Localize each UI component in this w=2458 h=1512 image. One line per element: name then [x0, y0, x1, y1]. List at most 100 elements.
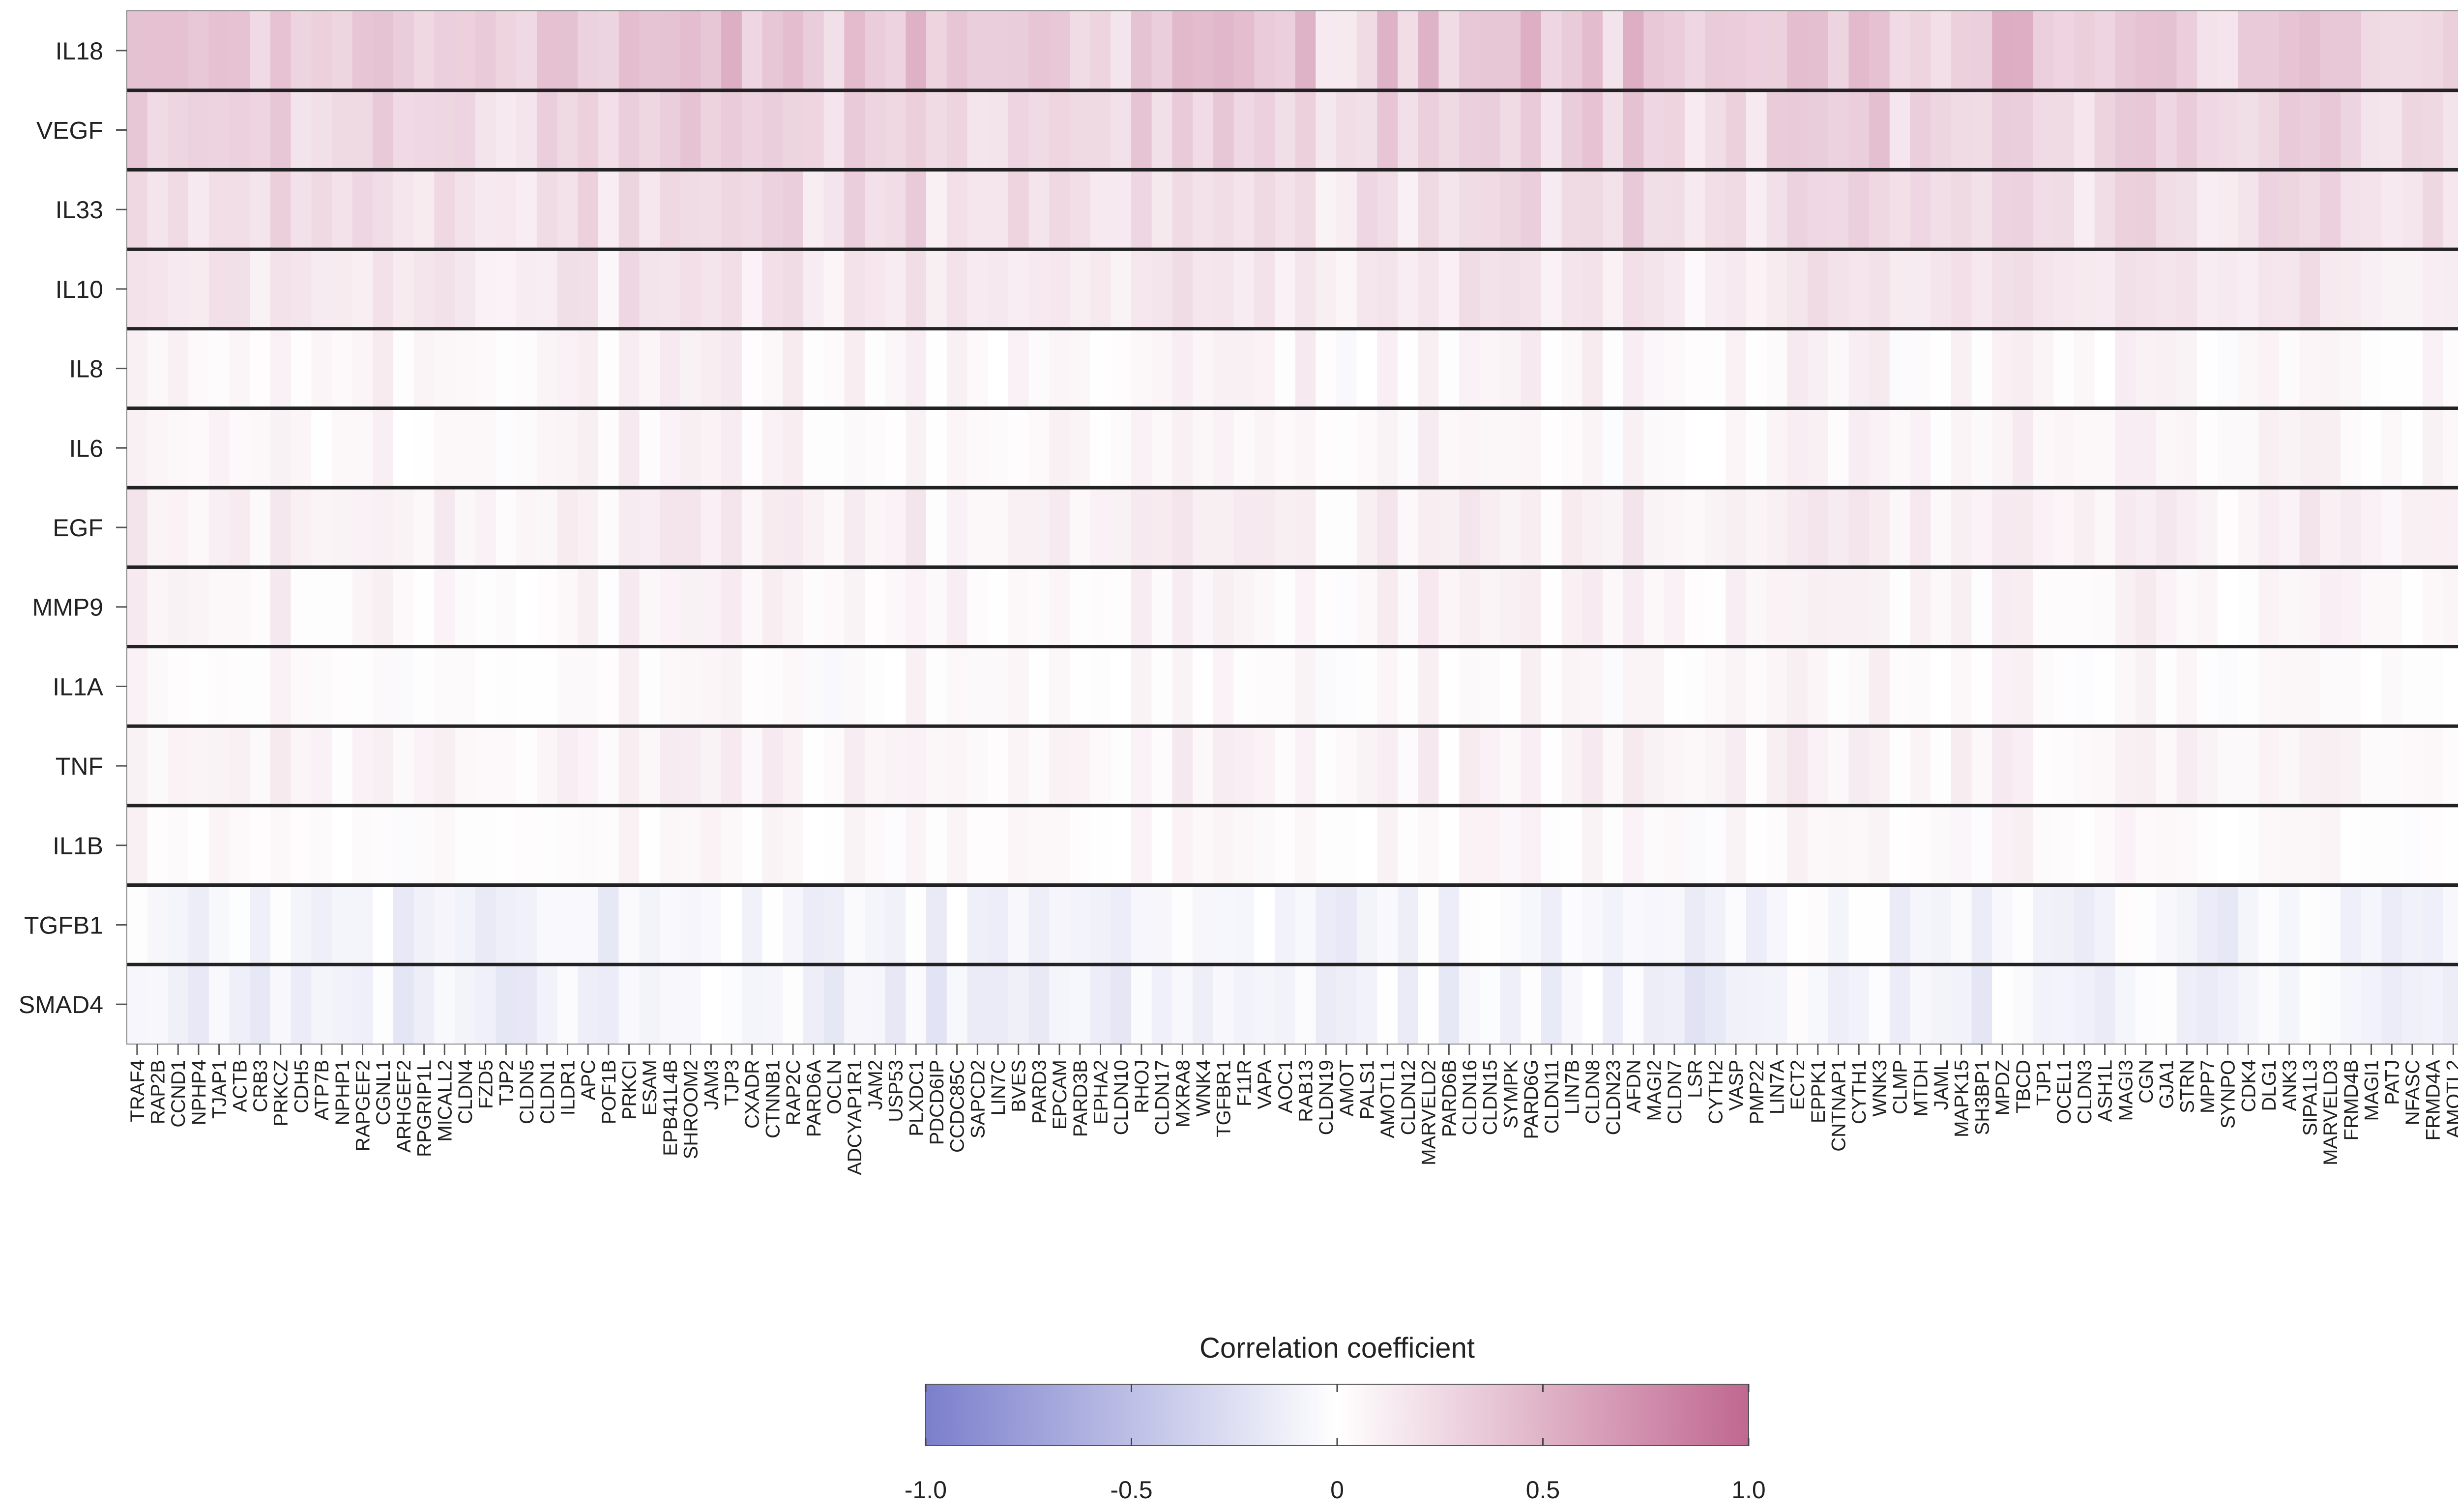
cell-TNF-PARD6G	[1521, 726, 1542, 806]
cell-TNF-NPHP4	[188, 726, 209, 806]
column-label: CLDN5	[516, 1060, 538, 1124]
cell-SMAD4-CYTH2	[1705, 964, 1726, 1045]
cell-MMP9-PARD6B	[1438, 567, 1460, 647]
cell-IL33-MAGI3	[2115, 170, 2136, 250]
cell-TGFB1-LIN7C	[988, 885, 1009, 965]
column-labels: TRAF4RAP2BCCND1NPHP4TJAP1ACTBCRB3PRKCZCD…	[127, 1060, 2458, 1175]
cell-IL8-PARD6B	[1438, 328, 1460, 409]
column-label: MPDZ	[1992, 1060, 2014, 1115]
cell-IL1B-GJA1	[2156, 805, 2177, 886]
cell-IL8-VASP	[1726, 328, 1747, 409]
row-label: IL6	[69, 435, 103, 462]
cell-TNF-RAPGEF2	[352, 726, 373, 806]
cell-EGF-JAM3	[701, 488, 722, 568]
cell-IL33-OCEL1	[2053, 170, 2075, 250]
cell-TNF-WNK4	[1193, 726, 1214, 806]
cell-EGF-MPDZ	[1992, 488, 2013, 568]
cell-MMP9-FZD5	[475, 567, 497, 647]
cell-IL1B-JAM3	[701, 805, 722, 886]
cell-IL1B-MAGI3	[2115, 805, 2136, 886]
cell-EGF-ADCYAP1R1	[844, 488, 865, 568]
cell-VEGF-AMOTL2	[2443, 90, 2458, 170]
cell-EGF-AOC1	[1274, 488, 1296, 568]
cell-IL18-CXADR	[741, 11, 763, 91]
cell-TGFB1-TJP3	[721, 885, 742, 965]
cell-MMP9-POF1B	[598, 567, 619, 647]
colorbar-tick-label: -1.0	[905, 1476, 947, 1504]
cell-IL10-CYTH1	[1848, 249, 1870, 329]
cell-EGF-BVES	[1008, 488, 1029, 568]
cell-MMP9-PATJ	[2381, 567, 2402, 647]
cell-EGF-CGN	[2136, 488, 2157, 568]
cell-VEGF-MPDZ	[1992, 90, 2013, 170]
cell-TNF-DLG1	[2258, 726, 2280, 806]
cell-SMAD4-MARVELD2	[1418, 964, 1439, 1045]
cell-IL6-AFDN	[1623, 408, 1644, 488]
cell-MMP9-CLDN1	[536, 567, 558, 647]
cell-IL18-PARD6G	[1521, 11, 1542, 91]
cell-IL6-CNTNAP1	[1828, 408, 1849, 488]
cell-IL1B-TJP2	[496, 805, 517, 886]
cell-IL1A-ACTB	[229, 646, 250, 727]
column-label: TJP2	[496, 1060, 517, 1105]
cell-IL8-CCND1	[168, 328, 189, 409]
cell-IL18-FRMD4A	[2422, 11, 2444, 91]
cell-IL6-EPB41L4B	[660, 408, 681, 488]
cell-IL33-EPCAM	[1049, 170, 1070, 250]
column-label: MAGI1	[2361, 1060, 2383, 1121]
cell-IL6-WNK3	[1869, 408, 1890, 488]
cell-IL6-CLDN10	[1111, 408, 1132, 488]
cell-IL8-PATJ	[2381, 328, 2402, 409]
cell-IL1A-MPP7	[2197, 646, 2218, 727]
cell-SMAD4-VASP	[1726, 964, 1747, 1045]
cell-TNF-AOC1	[1274, 726, 1296, 806]
cell-TGFB1-CCND1	[168, 885, 189, 965]
cell-TNF-EPCAM	[1049, 726, 1070, 806]
cell-IL18-MARVELD3	[2320, 11, 2341, 91]
cell-IL1B-SYNPO	[2217, 805, 2239, 886]
cell-IL10-VASP	[1726, 249, 1747, 329]
cell-EGF-PRKCZ	[270, 488, 292, 568]
cell-IL18-PRKCI	[618, 11, 640, 91]
cell-MMP9-CCND1	[168, 567, 189, 647]
cell-IL33-CDH5	[291, 170, 312, 250]
cell-IL1A-CLDN23	[1603, 646, 1624, 727]
cell-IL1B-SAPCD2	[967, 805, 988, 886]
cell-IL8-CLDN5	[516, 328, 537, 409]
cell-IL8-WNK4	[1193, 328, 1214, 409]
cell-TNF-ADCYAP1R1	[844, 726, 865, 806]
cell-TNF-ASH1L	[2094, 726, 2115, 806]
cell-EGF-POF1B	[598, 488, 619, 568]
cell-IL10-TRAF4	[127, 249, 148, 329]
column-label: LIN7B	[1561, 1060, 1583, 1114]
cell-IL6-CLDN17	[1151, 408, 1173, 488]
column-label: TJP1	[2033, 1060, 2054, 1105]
cell-TGFB1-LSR	[1684, 885, 1706, 965]
cell-IL6-CGNL1	[373, 408, 394, 488]
cell-VEGF-LIN7B	[1561, 90, 1582, 170]
column-label: SYNPO	[2218, 1060, 2239, 1129]
cell-MMP9-TRAF4	[127, 567, 148, 647]
cell-TNF-SAPCD2	[967, 726, 988, 806]
cell-TGFB1-EPHA2	[1090, 885, 1111, 965]
cell-MMP9-PRKCZ	[270, 567, 292, 647]
cell-TNF-BVES	[1008, 726, 1029, 806]
cell-TGFB1-CTNNB1	[762, 885, 783, 965]
cell-SMAD4-CCND1	[168, 964, 189, 1045]
cell-IL10-SHROOM2	[680, 249, 702, 329]
cell-IL8-CLDN15	[1479, 328, 1501, 409]
cell-EGF-AMOTL2	[2443, 488, 2458, 568]
cell-IL8-AFDN	[1623, 328, 1644, 409]
cell-IL10-STRN	[2176, 249, 2197, 329]
cell-IL8-TBCD	[2012, 328, 2034, 409]
cell-IL1A-CLDN15	[1479, 646, 1501, 727]
cell-EGF-RAP2B	[147, 488, 168, 568]
cell-IL1A-CTNNB1	[762, 646, 783, 727]
cell-IL33-EPHA2	[1090, 170, 1111, 250]
cell-EGF-RAP2C	[783, 488, 804, 568]
cell-IL33-MAPK15	[1951, 170, 1972, 250]
column-label: CLDN8	[1582, 1060, 1604, 1124]
cell-SMAD4-MPP7	[2197, 964, 2218, 1045]
cell-IL33-CLDN15	[1479, 170, 1501, 250]
cell-IL8-CLDN10	[1111, 328, 1132, 409]
